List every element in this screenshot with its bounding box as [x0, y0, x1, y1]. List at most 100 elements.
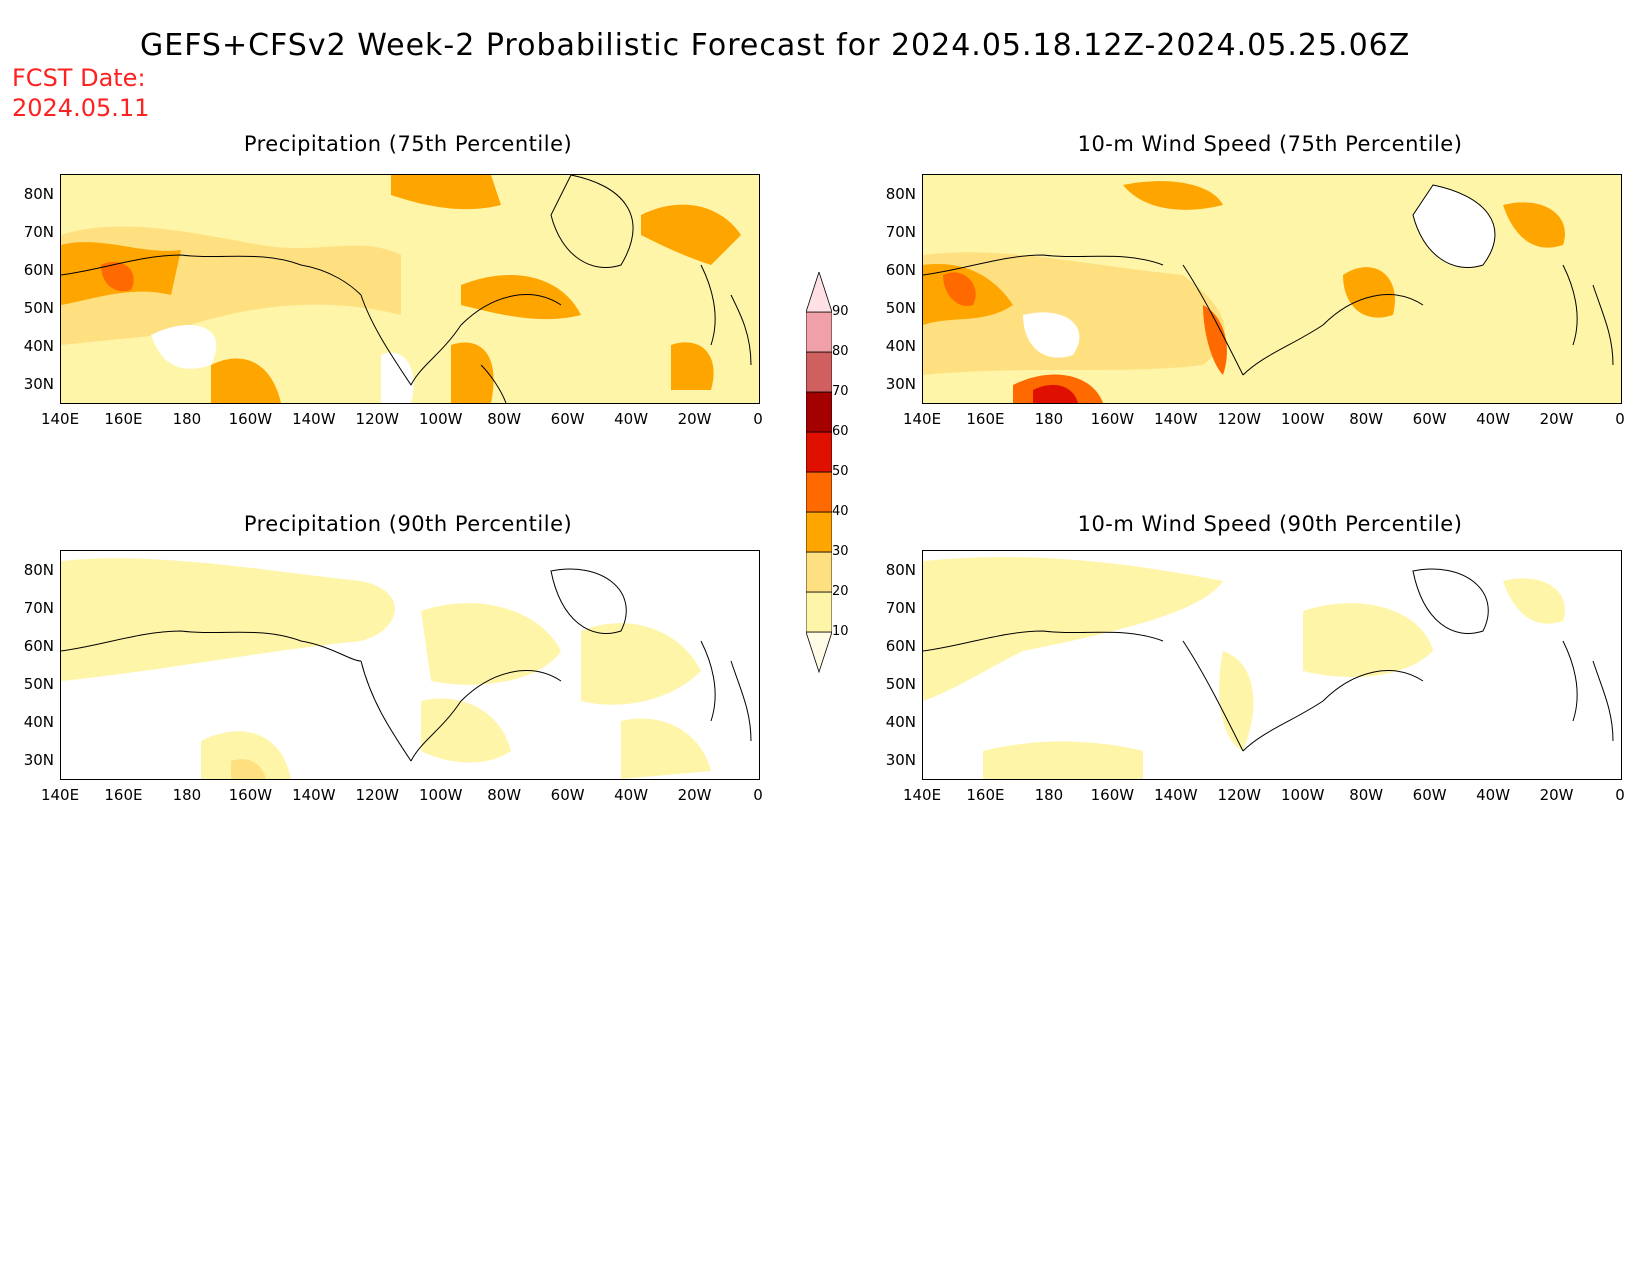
lat-label: 40N	[23, 713, 54, 731]
lon-label: 0	[753, 410, 763, 428]
lon-label: 80W	[487, 410, 522, 428]
panel-title-precip-90: Precipitation (90th Percentile)	[243, 512, 573, 536]
lat-label: 40N	[885, 713, 916, 731]
lat-label: 40N	[23, 337, 54, 355]
map-wind-75	[922, 174, 1622, 404]
colorbar-label: 40	[832, 504, 849, 519]
colorbar-segment	[806, 471, 832, 513]
lon-label: 140W	[292, 410, 336, 428]
panel-title-wind-75: 10-m Wind Speed (75th Percentile)	[1077, 132, 1463, 156]
lat-label: 70N	[23, 223, 54, 241]
lon-label: 140W	[292, 786, 336, 804]
lon-label: 100W	[418, 786, 463, 804]
lat-label: 40N	[885, 337, 916, 355]
lon-label: 120W	[1217, 786, 1261, 804]
figure-title: GEFS+CFSv2 Week-2 Probabilistic Forecast…	[140, 28, 1411, 63]
lon-label: 160W	[1090, 786, 1135, 804]
colorbar-segment	[806, 311, 832, 353]
map-wind-90-svg	[923, 551, 1621, 779]
colorbar-cap-low	[806, 631, 832, 674]
map-precip-75-svg	[61, 175, 759, 403]
colorbar	[806, 272, 832, 674]
map-wind-75-svg	[923, 175, 1621, 403]
colorbar-label: 70	[832, 384, 849, 399]
lon-label: 160E	[966, 410, 1005, 428]
lat-label: 50N	[885, 299, 916, 317]
lat-label: 70N	[23, 599, 54, 617]
lon-label: 140W	[1154, 786, 1198, 804]
lon-label: 100W	[418, 410, 463, 428]
lat-label: 60N	[23, 637, 54, 655]
lon-label: 40W	[1476, 786, 1511, 804]
lat-label: 70N	[885, 223, 916, 241]
lon-label: 160W	[1090, 410, 1135, 428]
lon-label: 140E	[40, 410, 80, 428]
map-wind-90	[922, 550, 1622, 780]
map-precip-90	[60, 550, 760, 780]
lat-label: 30N	[885, 375, 916, 393]
lon-label: 20W	[1539, 410, 1574, 428]
lon-label: 0	[753, 786, 763, 804]
lon-label: 180	[172, 410, 202, 428]
lon-label: 80W	[1349, 786, 1384, 804]
lon-label: 100W	[1280, 410, 1325, 428]
lat-label: 50N	[23, 299, 54, 317]
lon-label: 160E	[966, 786, 1005, 804]
colorbar-segment	[806, 551, 832, 593]
colorbar-segment	[806, 511, 832, 553]
lat-label: 60N	[885, 261, 916, 279]
colorbar-segment	[806, 351, 832, 393]
lon-label: 40W	[1476, 410, 1511, 428]
lat-label: 80N	[885, 185, 916, 203]
lat-label: 30N	[23, 751, 54, 769]
lon-label: 20W	[677, 410, 712, 428]
lat-label: 80N	[23, 561, 54, 579]
lon-label: 60W	[550, 410, 585, 428]
lon-label: 60W	[1412, 786, 1447, 804]
panel-title-wind-90: 10-m Wind Speed (90th Percentile)	[1077, 512, 1463, 536]
lon-label: 80W	[1349, 410, 1384, 428]
lat-label: 30N	[23, 375, 54, 393]
lon-label: 40W	[614, 786, 649, 804]
colorbar-label: 20	[832, 584, 849, 599]
lon-label: 140E	[40, 786, 80, 804]
lat-label: 50N	[885, 675, 916, 693]
colorbar-label: 80	[832, 344, 849, 359]
lon-label: 100W	[1280, 786, 1325, 804]
lon-label: 40W	[614, 410, 649, 428]
lon-label: 20W	[677, 786, 712, 804]
lon-label: 140E	[902, 410, 942, 428]
fcst-date-value: 2024.05.11	[12, 94, 150, 122]
lon-label: 180	[1034, 786, 1064, 804]
colorbar-label: 30	[832, 544, 849, 559]
lon-label: 160W	[228, 786, 273, 804]
lon-label: 160E	[104, 410, 143, 428]
lat-label: 30N	[885, 751, 916, 769]
colorbar-label: 50	[832, 464, 849, 479]
map-precip-90-svg	[61, 551, 759, 779]
lon-label: 60W	[1412, 410, 1447, 428]
lon-label: 180	[172, 786, 202, 804]
lat-label: 60N	[23, 261, 54, 279]
colorbar-segment	[806, 391, 832, 433]
lon-label: 120W	[355, 786, 399, 804]
lon-label: 180	[1034, 410, 1064, 428]
colorbar-cap-high	[806, 272, 832, 313]
lon-label: 80W	[487, 786, 522, 804]
lat-label: 50N	[23, 675, 54, 693]
lon-label: 0	[1615, 786, 1625, 804]
lat-label: 60N	[885, 637, 916, 655]
fcst-date-label: FCST Date:	[12, 64, 146, 92]
lon-label: 120W	[355, 410, 399, 428]
lon-label: 160E	[104, 786, 143, 804]
colorbar-label: 60	[832, 424, 849, 439]
lat-label: 70N	[885, 599, 916, 617]
lat-label: 80N	[23, 185, 54, 203]
lon-label: 0	[1615, 410, 1625, 428]
map-precip-75	[60, 174, 760, 404]
lon-label: 20W	[1539, 786, 1574, 804]
lon-label: 140W	[1154, 410, 1198, 428]
lon-label: 140E	[902, 786, 942, 804]
colorbar-segment	[806, 431, 832, 473]
lon-label: 160W	[228, 410, 273, 428]
